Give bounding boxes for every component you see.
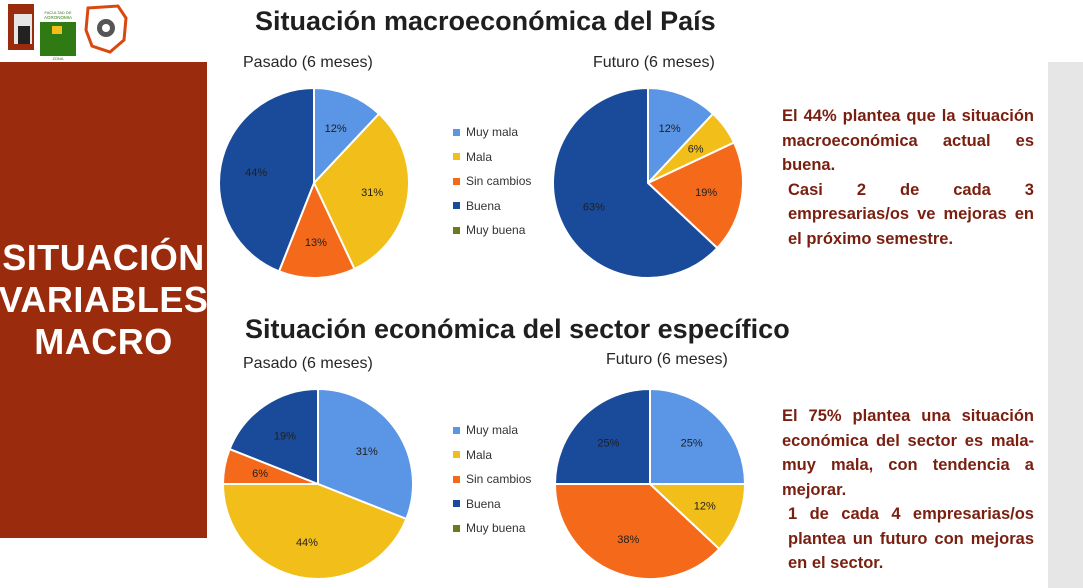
pie-slice-sin-cambios	[646, 141, 744, 250]
section-title-macro: Situación macroeconómica del País	[255, 6, 716, 36]
logo-zona-text: ZONA	[52, 56, 63, 61]
sidebar-title-line: VARIABLES	[0, 279, 209, 320]
pie-slice-muy-mala	[649, 387, 747, 485]
legend-item: Buena	[453, 492, 531, 517]
legend-label: Mala	[466, 149, 493, 164]
legend-swatch	[453, 226, 460, 234]
pie-data-label: 6%	[252, 468, 268, 480]
legend-label: Sin cambios	[466, 472, 532, 487]
legend-label: Muy mala	[466, 125, 519, 140]
sidebar-title-line: MACRO	[34, 321, 173, 362]
pie-slice-mala	[647, 483, 747, 551]
legend-swatch	[453, 451, 460, 459]
note-paragraph: El 75% plantea una situación económica d…	[782, 407, 1034, 499]
pie-slice-mala	[221, 483, 408, 580]
note-paragraph: El 44% plantea que la situación macroeco…	[782, 107, 1034, 174]
pie-slice-buena	[228, 387, 319, 486]
legend-label: Muy mala	[466, 423, 519, 438]
legend-item: Mala	[453, 145, 531, 170]
pie-data-label: 6%	[688, 143, 704, 155]
legend-label: Muy buena	[466, 223, 526, 238]
logo-gear-hole	[102, 24, 110, 32]
sidebar-title: SITUACIÓN VARIABLES MACRO	[0, 237, 208, 363]
pie-data-label: 25%	[681, 437, 703, 449]
legend-item: Sin cambios	[453, 169, 531, 194]
pie-data-label: 12%	[659, 123, 681, 135]
legend-label: Sin cambios	[466, 174, 532, 189]
legend-label: Buena	[466, 198, 501, 213]
sidebar-banner: SITUACIÓN VARIABLES MACRO	[0, 62, 208, 538]
right-edge-strip	[1048, 62, 1083, 588]
pie-slice-mala	[312, 112, 410, 271]
pie-data-label: 19%	[695, 187, 717, 199]
legend-swatch	[453, 153, 460, 161]
legend-swatch	[453, 128, 460, 136]
pie-data-label: 12%	[325, 123, 347, 135]
pie-title-macro-past: Pasado (6 meses)	[243, 54, 373, 71]
pie-chart-sector-past: 31% 44% 6% 19%	[221, 387, 414, 580]
legend-label: Muy buena	[466, 521, 526, 536]
legend-item: Mala	[453, 443, 531, 468]
pie-data-label: 44%	[245, 167, 267, 179]
logo-left-dark	[18, 26, 30, 44]
legend-swatch	[453, 426, 460, 434]
pie-data-label: 44%	[296, 537, 318, 549]
pie-data-label: 12%	[694, 501, 716, 513]
pie-chart-sector-future: 25% 12% 38% 25%	[553, 387, 747, 580]
sidebar-title-line: SITUACIÓN	[2, 237, 205, 278]
note-paragraph: Casi 2 de cada 3 empresarias/os ve mejor…	[788, 180, 1034, 248]
legend-item: Muy buena	[453, 218, 531, 243]
pie-title-sector-future: Futuro (6 meses)	[606, 351, 728, 368]
pie-slice-sin-cambios	[277, 180, 356, 279]
pie-slice-buena	[553, 387, 651, 485]
pie-data-label: 31%	[361, 187, 383, 199]
legend-swatch	[453, 500, 460, 508]
logo-agronomia-text: AGRONOMIA	[44, 15, 72, 20]
legend-macro: Muy mala Mala Sin cambios Buena Muy buen…	[453, 120, 531, 243]
logo-facultad-text: FACULTAD DE	[45, 10, 72, 15]
pie-slice-buena	[552, 86, 719, 279]
pie-title-sector-past: Pasado (6 meses)	[243, 355, 373, 372]
pie-data-label: 25%	[597, 437, 619, 449]
pie-slice-sin-cambios	[553, 483, 721, 580]
pie-chart-macro-future: 12% 6% 19% 63%	[552, 86, 744, 279]
pie-slice-buena	[218, 86, 315, 273]
pie-data-label: 38%	[617, 534, 639, 546]
institution-logos: AGRONOMIA FACULTAD DE ZONA	[7, 3, 128, 61]
pie-data-label: 13%	[305, 237, 327, 249]
legend-swatch	[453, 202, 460, 210]
note-paragraph: 1 de cada 4 empresarias/os plantea un fu…	[788, 505, 1034, 572]
pie-data-label: 63%	[583, 201, 605, 213]
note-sector: El 75% plantea una situación económica d…	[782, 404, 1034, 576]
legend-item: Sin cambios	[453, 467, 531, 492]
note-macro: El 44% plantea que la situación macroeco…	[782, 104, 1034, 251]
legend-item: Muy mala	[453, 418, 531, 443]
pie-slice-muy-mala	[313, 86, 381, 186]
legend-sector: Muy mala Mala Sin cambios Buena Muy buen…	[453, 418, 531, 541]
legend-item: Muy mala	[453, 120, 531, 145]
pie-title-macro-future: Futuro (6 meses)	[593, 54, 715, 71]
pie-data-label: 19%	[274, 430, 296, 442]
legend-label: Buena	[466, 496, 501, 511]
legend-swatch	[453, 177, 460, 185]
legend-swatch	[453, 475, 460, 483]
pie-chart-macro-past: 12% 31% 13% 44%	[218, 86, 410, 279]
legend-item: Buena	[453, 194, 531, 219]
pie-data-label: 31%	[356, 446, 378, 458]
legend-swatch	[453, 524, 460, 532]
legend-label: Mala	[466, 447, 493, 462]
pie-slice-muy-mala	[317, 387, 414, 521]
legend-item: Muy buena	[453, 516, 531, 541]
section-title-sector: Situación económica del sector específic…	[245, 314, 790, 344]
logo-agronomia-mark	[52, 26, 62, 34]
pie-slice-muy-mala	[647, 86, 715, 186]
